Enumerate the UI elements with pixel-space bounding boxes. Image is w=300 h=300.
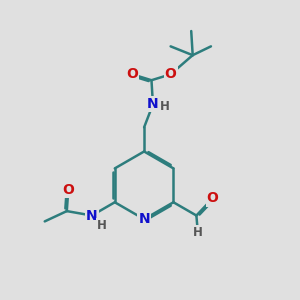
Text: H: H: [97, 219, 107, 232]
Text: O: O: [62, 183, 74, 197]
Text: N: N: [147, 98, 159, 111]
Text: O: O: [165, 67, 176, 81]
Text: H: H: [193, 226, 203, 239]
Text: O: O: [126, 67, 138, 81]
Text: H: H: [160, 100, 170, 113]
Text: N: N: [86, 208, 98, 223]
Text: O: O: [207, 191, 218, 206]
Text: N: N: [138, 212, 150, 226]
